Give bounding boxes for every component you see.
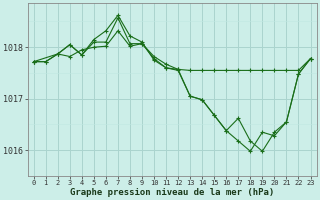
X-axis label: Graphe pression niveau de la mer (hPa): Graphe pression niveau de la mer (hPa) xyxy=(70,188,274,197)
